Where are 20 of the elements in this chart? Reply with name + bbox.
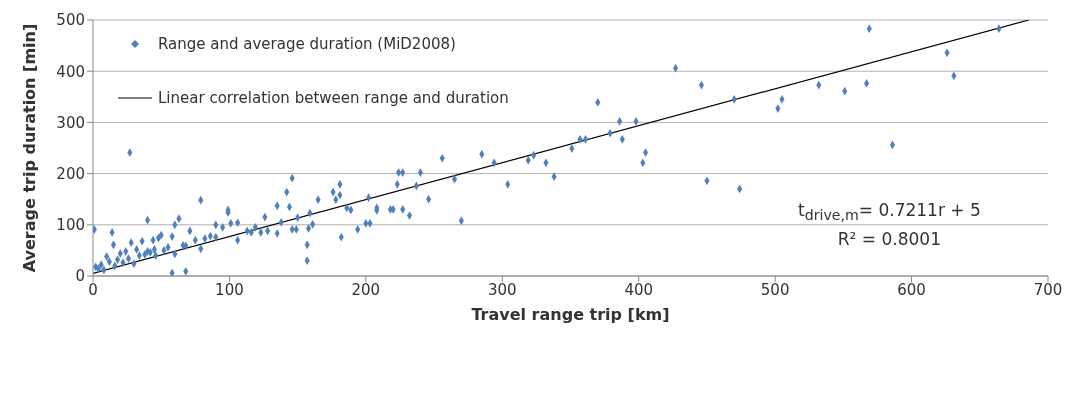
y-tick-label: 200 xyxy=(56,164,85,183)
annotation: R² = 0.8001 xyxy=(837,229,941,250)
y-tick-label: 0 xyxy=(75,267,85,286)
y-axis-title: Average trip duration [min] xyxy=(20,23,40,273)
x-tick-label: 0 xyxy=(88,280,98,299)
x-tick-label: 500 xyxy=(760,280,790,299)
annotation: t$_{drive,m}$= 0.7211r + 5 xyxy=(798,200,981,224)
y-tick-label: 500 xyxy=(56,11,85,30)
y-tick-label: 300 xyxy=(56,113,85,132)
x-tick-label: 300 xyxy=(487,280,517,299)
x-axis-title: Travel range trip [km] xyxy=(471,305,670,324)
x-tick-label: 200 xyxy=(351,280,381,299)
x-tick-label: 600 xyxy=(897,280,926,299)
x-tick-label: 400 xyxy=(624,280,654,299)
y-tick-label: 400 xyxy=(56,62,85,81)
x-tick-label: 100 xyxy=(215,280,244,299)
x-tick-label: 700 xyxy=(1033,280,1063,299)
legend-label: Range and average duration (MiD2008) xyxy=(158,35,456,53)
y-tick-label: 100 xyxy=(56,216,85,235)
legend-label: Linear correlation between range and duration xyxy=(158,89,509,107)
